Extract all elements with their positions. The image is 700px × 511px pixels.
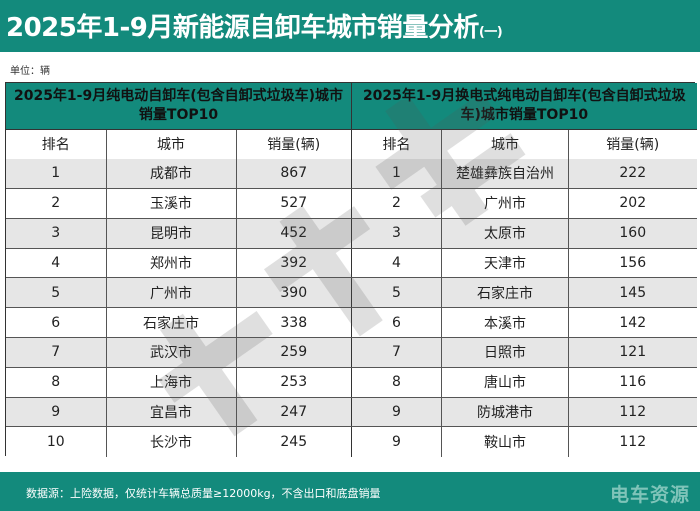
- unit-label: 单位：辆: [10, 66, 50, 77]
- cell-sales: 253: [236, 367, 351, 398]
- cell-sales: 259: [236, 337, 351, 368]
- cell-city: 鞍山市: [441, 426, 569, 457]
- page-title: 2025年1-9月新能源自卸车城市销量分析(一): [6, 7, 503, 44]
- cell-city: 天津市: [441, 248, 569, 279]
- cell-sales: 452: [236, 218, 351, 249]
- cell-city: 昆明市: [106, 218, 237, 249]
- cell-city: 上海市: [106, 367, 237, 398]
- table-row: 1 楚雄彝族自治州 222: [351, 158, 697, 190]
- page-title-text: 2025年1-9月新能源自卸车城市销量分析: [6, 13, 479, 43]
- title-bar: 2025年1-9月新能源自卸车城市销量分析(一): [0, 0, 700, 52]
- table-row: 7 武汉市 259: [6, 337, 351, 368]
- column-header-rank: 排名: [6, 129, 107, 159]
- cell-sales: 527: [236, 188, 351, 219]
- cell-sales: 392: [236, 248, 351, 279]
- table-row: 10 长沙市 245: [6, 426, 351, 457]
- column-header-city: 城市: [441, 129, 569, 159]
- cell-city: 唐山市: [441, 367, 569, 398]
- cell-city: 防城港市: [441, 397, 569, 428]
- table-pure-electric-dump-truck: 2025年1-9月纯电动自卸车(包含自卸式垃圾车)城市销量TOP10 排名 城市…: [6, 83, 351, 457]
- table-row: 4 郑州市 392: [6, 248, 351, 279]
- cell-rank: 3: [351, 218, 442, 249]
- cell-rank: 1: [351, 158, 442, 190]
- table-row: 8 上海市 253: [6, 367, 351, 398]
- cell-rank: 7: [6, 337, 107, 368]
- cell-city: 石家庄市: [106, 307, 237, 339]
- table-row: 9 鞍山市 112: [351, 426, 697, 457]
- cell-rank: 8: [351, 367, 442, 398]
- cell-sales: 160: [568, 218, 697, 249]
- cell-sales: 867: [236, 158, 351, 190]
- cell-rank: 3: [6, 218, 107, 249]
- cell-sales: 222: [568, 158, 697, 190]
- column-header-sales: 销量(辆): [568, 129, 697, 159]
- cell-rank: 8: [6, 367, 107, 398]
- cell-sales: 156: [568, 248, 697, 279]
- cell-city: 太原市: [441, 218, 569, 249]
- cell-rank: 7: [351, 337, 442, 368]
- footer-bar: 数据源：上险数据，仅统计车辆总质量≥12000kg，不含出口和底盘销量 电车资源: [0, 472, 700, 511]
- cell-city: 石家庄市: [441, 277, 569, 309]
- table-row: 3 太原市 160: [351, 218, 697, 249]
- column-header-sales: 销量(辆): [236, 129, 351, 159]
- cell-sales: 121: [568, 337, 697, 368]
- table-row: 5 石家庄市 145: [351, 277, 697, 309]
- cell-sales: 390: [236, 277, 351, 309]
- table-row: 8 唐山市 116: [351, 367, 697, 398]
- cell-rank: 1: [6, 158, 107, 190]
- cell-city: 玉溪市: [106, 188, 237, 219]
- table-row: 9 防城港市 112: [351, 397, 697, 428]
- table-row: 5 广州市 390: [6, 277, 351, 309]
- cell-rank: 2: [351, 188, 442, 219]
- cell-city: 成都市: [106, 158, 237, 190]
- cell-sales: 247: [236, 397, 351, 428]
- cell-city: 长沙市: [106, 426, 237, 457]
- table-row: 6 本溪市 142: [351, 307, 697, 339]
- cell-city: 郑州市: [106, 248, 237, 279]
- brand-logo: 电车资源: [609, 484, 690, 506]
- cell-sales: 145: [568, 277, 697, 309]
- cell-rank: 6: [6, 307, 107, 339]
- table-row: 3 昆明市 452: [6, 218, 351, 249]
- cell-rank: 6: [351, 307, 442, 339]
- cell-rank: 9: [351, 397, 442, 428]
- table-row: 6 石家庄市 338: [6, 307, 351, 339]
- cell-rank: 10: [6, 426, 107, 457]
- cell-rank: 9: [351, 426, 442, 457]
- cell-sales: 112: [568, 397, 697, 428]
- cell-rank: 4: [351, 248, 442, 279]
- cell-city: 楚雄彝族自治州: [441, 158, 569, 190]
- cell-sales: 116: [568, 367, 697, 398]
- table-group-title: 2025年1-9月换电式纯电动自卸车(包含自卸式垃圾车)城市销量TOP10: [351, 83, 697, 130]
- cell-sales: 245: [236, 426, 351, 457]
- cell-sales: 112: [568, 426, 697, 457]
- cell-sales: 142: [568, 307, 697, 339]
- cell-city: 宜昌市: [106, 397, 237, 428]
- tables-container: 2025年1-9月纯电动自卸车(包含自卸式垃圾车)城市销量TOP10 排名 城市…: [5, 82, 697, 457]
- data-source-note: 数据源：上险数据，仅统计车辆总质量≥12000kg，不含出口和底盘销量: [26, 487, 381, 500]
- table-row: 4 天津市 156: [351, 248, 697, 279]
- table-row: 1 成都市 867: [6, 158, 351, 190]
- table-battery-swap-dump-truck: 2025年1-9月换电式纯电动自卸车(包含自卸式垃圾车)城市销量TOP10 排名…: [351, 83, 697, 457]
- cell-sales: 202: [568, 188, 697, 219]
- table-row: 9 宜昌市 247: [6, 397, 351, 428]
- cell-rank: 5: [6, 277, 107, 309]
- cell-rank: 9: [6, 397, 107, 428]
- cell-city: 武汉市: [106, 337, 237, 368]
- page-title-suffix: (一): [478, 25, 503, 40]
- table-row: 2 玉溪市 527: [6, 188, 351, 219]
- cell-sales: 338: [236, 307, 351, 339]
- cell-city: 日照市: [441, 337, 569, 368]
- table-group-title: 2025年1-9月纯电动自卸车(包含自卸式垃圾车)城市销量TOP10: [6, 83, 351, 130]
- column-header-rank: 排名: [351, 129, 442, 159]
- column-header-city: 城市: [106, 129, 237, 159]
- cell-rank: 2: [6, 188, 107, 219]
- table-row: 7 日照市 121: [351, 337, 697, 368]
- cell-city: 本溪市: [441, 307, 569, 339]
- cell-city: 广州市: [106, 277, 237, 309]
- cell-rank: 5: [351, 277, 442, 309]
- cell-rank: 4: [6, 248, 107, 279]
- cell-city: 广州市: [441, 188, 569, 219]
- table-row: 2 广州市 202: [351, 188, 697, 219]
